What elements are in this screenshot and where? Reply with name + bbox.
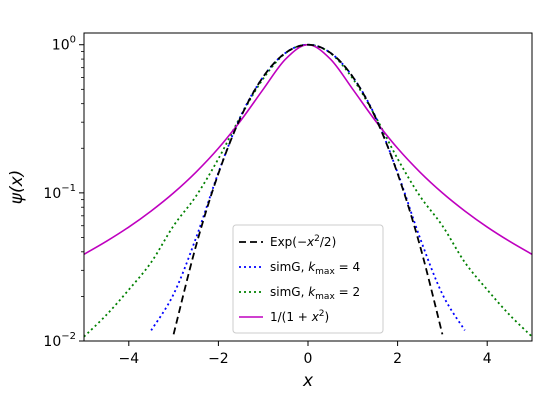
y-tick-base: 10 [43, 334, 61, 350]
legend-text-sub: max [315, 267, 335, 277]
x-tick-label: 0 [304, 351, 313, 367]
legend-entry: simG, kmax = 2 [270, 285, 360, 302]
legend-text-suffix: = 2 [335, 285, 360, 299]
x-tick-label: −2 [208, 351, 229, 367]
legend-text-prefix: 1/(1 + [270, 310, 312, 324]
x-axis-label: x [302, 371, 314, 391]
y-tick-base: 10 [52, 38, 70, 54]
legend-entry: Exp(−x2/2) [270, 234, 336, 249]
legend-entry: simG, kmax = 4 [270, 260, 360, 277]
legend-entry: 1/(1 + x2) [270, 309, 329, 324]
legend-text-var: x [311, 310, 320, 324]
legend-text-suffix: ) [325, 310, 330, 324]
legend-text-prefix: simG, [270, 285, 308, 299]
y-tick-exponent: −2 [61, 331, 76, 342]
series-layer [84, 43, 532, 338]
y-tick-base: 10 [43, 186, 61, 202]
legend-text-sub: max [315, 292, 335, 302]
series-line-1 [172, 43, 444, 335]
y-tick-exponent: 0 [70, 35, 76, 46]
legend-box [232, 224, 384, 334]
y-tick-label: 100 [52, 35, 76, 54]
y-tick-label: 10−2 [43, 331, 76, 350]
legend-text-var: k [308, 285, 316, 299]
x-tick-label: −4 [118, 351, 139, 367]
series-line-3 [84, 43, 532, 338]
x-axis: −4 −2 0 2 4 [118, 341, 492, 367]
legend-text-var: k [308, 260, 316, 274]
legend-text-var: x [306, 235, 315, 249]
x-tick-label: 2 [393, 351, 402, 367]
x-tick-label: 4 [483, 351, 492, 367]
legend-text-sup: 2 [314, 234, 320, 244]
y-tick-label: 10−1 [43, 183, 76, 202]
y-tick-exponent: −1 [61, 183, 76, 194]
legend-text-suffix: /2) [320, 235, 336, 249]
legend-text-suffix: = 4 [335, 260, 360, 274]
legend-text-prefix: simG, [270, 260, 308, 274]
legend-text-prefix: Exp(− [270, 235, 307, 249]
legend-text-sup: 2 [319, 309, 325, 319]
y-axis-label: ψ(x) [7, 170, 27, 205]
